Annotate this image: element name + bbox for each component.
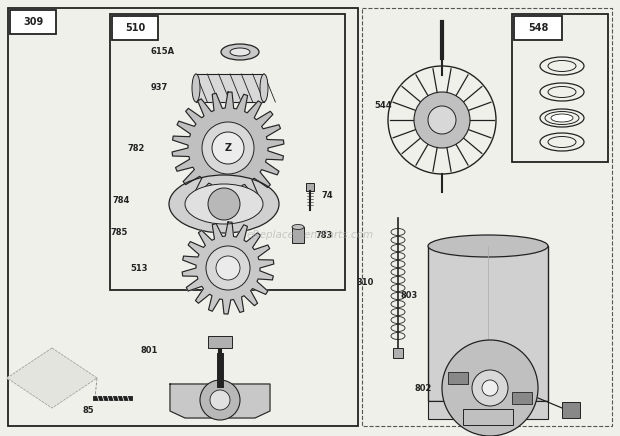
Circle shape xyxy=(428,106,456,134)
Polygon shape xyxy=(170,384,270,418)
Circle shape xyxy=(212,132,244,164)
Circle shape xyxy=(472,370,508,406)
Circle shape xyxy=(210,390,230,410)
Text: 544: 544 xyxy=(374,101,392,109)
Polygon shape xyxy=(172,92,284,204)
Circle shape xyxy=(202,122,254,174)
Ellipse shape xyxy=(230,48,250,56)
Text: 309: 309 xyxy=(23,17,43,27)
Circle shape xyxy=(442,340,538,436)
Bar xyxy=(514,16,562,40)
Bar xyxy=(8,8,358,426)
Ellipse shape xyxy=(551,114,573,122)
Bar xyxy=(512,14,608,162)
Text: 783: 783 xyxy=(315,231,332,239)
Polygon shape xyxy=(7,348,97,408)
Ellipse shape xyxy=(169,175,279,233)
Text: 85: 85 xyxy=(82,405,94,415)
Ellipse shape xyxy=(221,44,259,60)
Text: 548: 548 xyxy=(528,23,548,33)
Circle shape xyxy=(482,380,498,396)
Bar xyxy=(196,74,264,102)
Circle shape xyxy=(208,188,240,220)
Bar xyxy=(428,246,548,401)
Text: 784: 784 xyxy=(113,195,130,204)
Bar xyxy=(110,14,345,290)
Text: 937: 937 xyxy=(151,84,168,92)
Bar xyxy=(292,227,304,243)
Circle shape xyxy=(200,380,240,420)
Ellipse shape xyxy=(185,184,263,224)
Text: 802: 802 xyxy=(415,384,432,392)
Polygon shape xyxy=(182,222,274,314)
Text: Z: Z xyxy=(224,143,231,153)
Bar xyxy=(428,401,548,419)
Text: 615A: 615A xyxy=(151,48,175,57)
Bar xyxy=(112,16,158,40)
Bar xyxy=(448,372,467,384)
Bar xyxy=(10,10,56,34)
Bar xyxy=(306,183,314,191)
Text: 510: 510 xyxy=(125,23,145,33)
Bar xyxy=(393,348,403,358)
Ellipse shape xyxy=(260,74,268,102)
Text: 513: 513 xyxy=(130,263,148,272)
Text: 803: 803 xyxy=(401,290,418,300)
Circle shape xyxy=(216,256,240,280)
Ellipse shape xyxy=(192,74,200,102)
Text: 74: 74 xyxy=(322,191,334,200)
Bar xyxy=(562,402,580,418)
Text: 310: 310 xyxy=(356,277,374,286)
Text: 782: 782 xyxy=(128,143,145,153)
Bar xyxy=(208,336,232,348)
Ellipse shape xyxy=(428,235,548,257)
Text: eReplacementParts.com: eReplacementParts.com xyxy=(246,230,374,240)
Circle shape xyxy=(414,92,470,148)
Text: 785: 785 xyxy=(110,228,128,236)
Ellipse shape xyxy=(292,225,304,229)
Bar xyxy=(362,8,612,426)
Bar xyxy=(513,392,533,404)
Bar xyxy=(463,409,513,425)
Circle shape xyxy=(206,246,250,290)
Text: 801: 801 xyxy=(141,345,158,354)
